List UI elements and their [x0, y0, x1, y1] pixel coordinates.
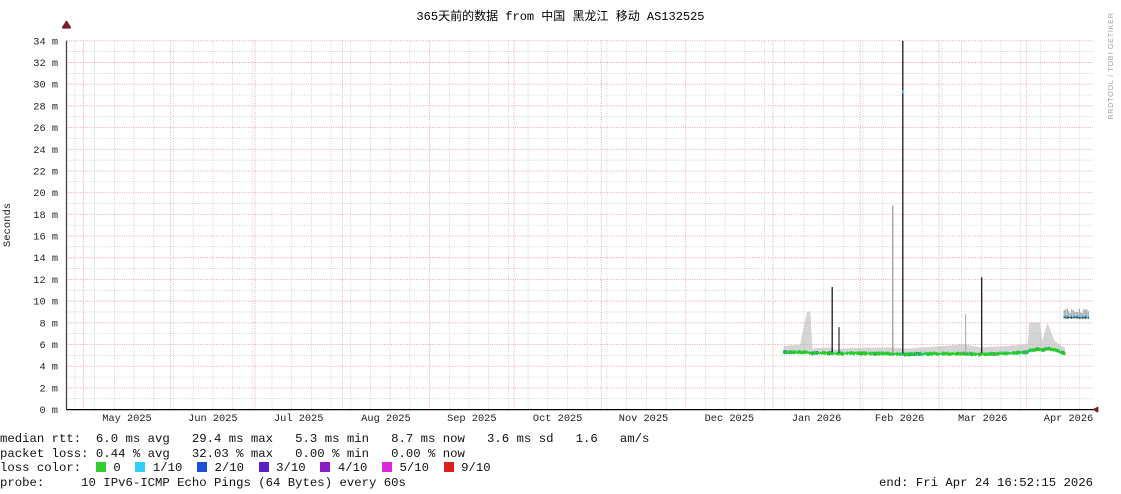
- svg-text:12 m: 12 m: [33, 275, 58, 287]
- svg-text:32 m: 32 m: [33, 58, 58, 70]
- svg-text:Dec 2025: Dec 2025: [705, 413, 754, 425]
- svg-text:28 m: 28 m: [33, 101, 58, 113]
- svg-text:Sep 2025: Sep 2025: [447, 413, 496, 425]
- svg-text:May 2025: May 2025: [102, 413, 151, 425]
- svg-text:22 m: 22 m: [33, 166, 58, 178]
- svg-text:4 m: 4 m: [39, 362, 58, 374]
- svg-text:24 m: 24 m: [33, 145, 58, 157]
- svg-text:365天前的数据 from 中国 黑龙江 移动 AS1325: 365天前的数据 from 中国 黑龙江 移动 AS132525: [416, 8, 704, 24]
- svg-text:Jul 2025: Jul 2025: [274, 413, 323, 425]
- svg-text:2 m: 2 m: [39, 383, 58, 395]
- svg-text:Nov 2025: Nov 2025: [619, 413, 668, 425]
- svg-text:Feb 2026: Feb 2026: [875, 413, 924, 425]
- svg-text:10 m: 10 m: [33, 297, 58, 309]
- svg-text:20 m: 20 m: [33, 188, 58, 200]
- svg-text:RRDTOOL / TOBI OETIKER: RRDTOOL / TOBI OETIKER: [1106, 12, 1115, 119]
- svg-text:Mar 2026: Mar 2026: [958, 413, 1007, 425]
- svg-text:Oct 2025: Oct 2025: [533, 413, 582, 425]
- svg-text:Jan 2026: Jan 2026: [792, 413, 841, 425]
- svg-text:0 m: 0 m: [39, 405, 58, 417]
- svg-text:Jun 2025: Jun 2025: [188, 413, 237, 425]
- svg-text:34 m: 34 m: [33, 36, 58, 48]
- svg-text:14 m: 14 m: [33, 253, 58, 265]
- svg-text:Seconds: Seconds: [2, 203, 14, 247]
- svg-text:Aug 2025: Aug 2025: [361, 413, 410, 425]
- svg-text:30 m: 30 m: [33, 80, 58, 92]
- svg-text:16 m: 16 m: [33, 232, 58, 244]
- svg-text:18 m: 18 m: [33, 210, 58, 222]
- svg-text:8 m: 8 m: [39, 318, 58, 330]
- svg-text:26 m: 26 m: [33, 123, 58, 135]
- svg-text:Apr 2026: Apr 2026: [1044, 413, 1093, 425]
- svg-text:6 m: 6 m: [39, 340, 58, 352]
